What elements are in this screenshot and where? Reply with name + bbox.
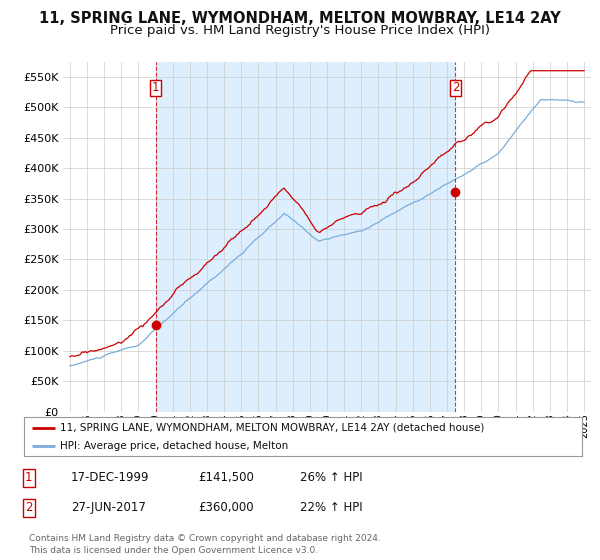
Text: £360,000: £360,000 (198, 501, 254, 515)
Text: 26% ↑ HPI: 26% ↑ HPI (300, 471, 362, 484)
Text: 22% ↑ HPI: 22% ↑ HPI (300, 501, 362, 515)
Text: 2: 2 (452, 81, 459, 94)
Text: 11, SPRING LANE, WYMONDHAM, MELTON MOWBRAY, LE14 2AY (detached house): 11, SPRING LANE, WYMONDHAM, MELTON MOWBR… (60, 423, 485, 433)
Text: 2: 2 (25, 501, 32, 515)
Text: 1: 1 (152, 81, 160, 94)
Text: 1: 1 (25, 471, 32, 484)
Text: 17-DEC-1999: 17-DEC-1999 (71, 471, 149, 484)
Text: HPI: Average price, detached house, Melton: HPI: Average price, detached house, Melt… (60, 441, 289, 451)
Text: £141,500: £141,500 (198, 471, 254, 484)
Text: Price paid vs. HM Land Registry's House Price Index (HPI): Price paid vs. HM Land Registry's House … (110, 24, 490, 36)
Text: 11, SPRING LANE, WYMONDHAM, MELTON MOWBRAY, LE14 2AY: 11, SPRING LANE, WYMONDHAM, MELTON MOWBR… (39, 11, 561, 26)
Bar (155, 62, 455, 412)
Text: Contains HM Land Registry data © Crown copyright and database right 2024.
This d: Contains HM Land Registry data © Crown c… (29, 534, 380, 555)
Text: 27-JUN-2017: 27-JUN-2017 (71, 501, 146, 515)
